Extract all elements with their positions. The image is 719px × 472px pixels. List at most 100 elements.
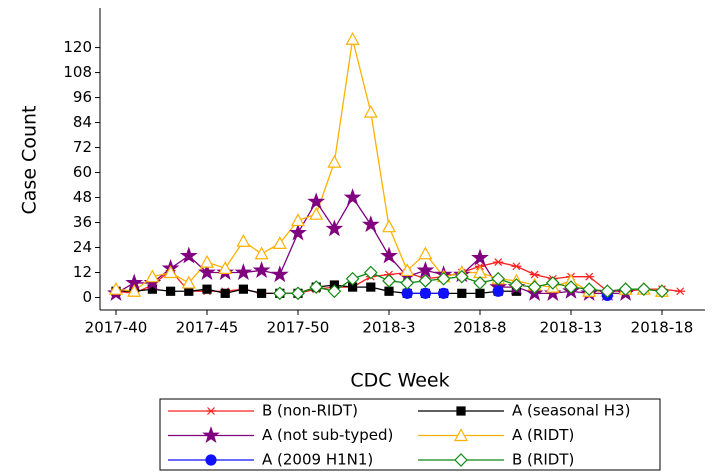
point <box>257 288 267 298</box>
x-tick-label: 2018-13 <box>540 319 603 337</box>
point <box>366 282 376 292</box>
series-line <box>279 271 663 294</box>
y-tick-label: 72 <box>73 138 92 156</box>
x-tick-label: 2017-40 <box>85 319 148 337</box>
point <box>272 286 287 301</box>
point <box>270 265 289 283</box>
point <box>380 246 398 264</box>
point <box>291 286 305 301</box>
point <box>584 272 595 281</box>
point <box>636 282 651 297</box>
point <box>327 284 342 299</box>
point <box>473 276 487 290</box>
point <box>384 286 394 296</box>
point <box>290 213 306 227</box>
point <box>363 265 378 280</box>
legend-box <box>159 398 661 471</box>
x-tick-label: 2018-3 <box>362 319 415 337</box>
point <box>400 263 415 277</box>
legend-marker <box>202 426 220 444</box>
point <box>234 263 253 281</box>
point <box>618 282 633 297</box>
legend-label: A (RIDT) <box>512 426 574 444</box>
point <box>471 248 489 266</box>
y-axis-title: Case Count <box>19 106 41 215</box>
point <box>236 234 251 247</box>
series-line <box>407 293 607 295</box>
point <box>382 273 396 288</box>
y-tick-label: 84 <box>73 113 92 131</box>
y-tick-label: 0 <box>82 288 92 306</box>
y-tick-label: 108 <box>63 63 92 81</box>
point <box>327 154 342 168</box>
point <box>545 276 560 290</box>
point <box>179 246 198 264</box>
point <box>492 285 504 297</box>
point <box>363 104 378 118</box>
point <box>220 288 230 298</box>
y-tick-label: 36 <box>73 213 92 231</box>
point <box>289 223 307 241</box>
point <box>655 284 669 299</box>
point <box>457 288 467 298</box>
legend-marker <box>205 454 217 466</box>
point <box>436 271 451 286</box>
point <box>401 287 413 299</box>
point <box>108 281 124 295</box>
y-tick-label: 48 <box>73 188 92 206</box>
legend-marker <box>454 453 468 467</box>
point <box>309 280 324 294</box>
point <box>438 287 450 299</box>
legend-label: A (seasonal H3) <box>512 402 630 420</box>
point <box>218 261 233 274</box>
point <box>361 215 380 233</box>
point <box>381 219 397 233</box>
point <box>345 271 360 286</box>
point <box>272 236 287 249</box>
point <box>307 192 326 210</box>
point <box>254 246 269 260</box>
point <box>202 284 212 294</box>
point <box>491 271 506 286</box>
point <box>145 269 160 283</box>
point <box>600 284 615 299</box>
point <box>325 219 344 237</box>
point <box>163 265 178 279</box>
x-tick-label: 2017-50 <box>267 319 330 337</box>
point <box>454 269 469 284</box>
point <box>199 254 215 268</box>
point <box>509 278 524 292</box>
legend-marker <box>206 407 216 415</box>
point <box>582 282 597 297</box>
y-tick-label: 60 <box>73 163 92 181</box>
point <box>475 288 485 298</box>
y-tick-label: 96 <box>73 88 92 106</box>
x-axis-title: CDC Week <box>350 370 449 392</box>
point <box>400 276 415 290</box>
point <box>511 262 522 271</box>
point <box>252 261 271 278</box>
point <box>527 280 542 294</box>
point <box>675 287 686 296</box>
point <box>343 188 362 206</box>
legend-label: A (not sub-typed) <box>262 426 393 444</box>
point <box>127 284 142 297</box>
point <box>166 286 176 296</box>
point <box>493 258 504 267</box>
legend-label: B (non-RIDT) <box>262 402 358 420</box>
point <box>345 31 360 45</box>
point <box>564 280 578 294</box>
point <box>198 263 216 281</box>
point <box>418 246 433 260</box>
legend-marker <box>456 406 466 416</box>
legend-label: B (RIDT) <box>512 451 574 469</box>
y-tick-label: 120 <box>63 38 92 56</box>
x-tick-label: 2018-8 <box>453 319 506 337</box>
point <box>418 273 433 288</box>
x-tick-label: 2018-18 <box>631 319 694 337</box>
legend-marker <box>453 428 469 442</box>
point <box>416 261 435 278</box>
point <box>309 206 324 220</box>
y-tick-label: 24 <box>73 238 92 256</box>
